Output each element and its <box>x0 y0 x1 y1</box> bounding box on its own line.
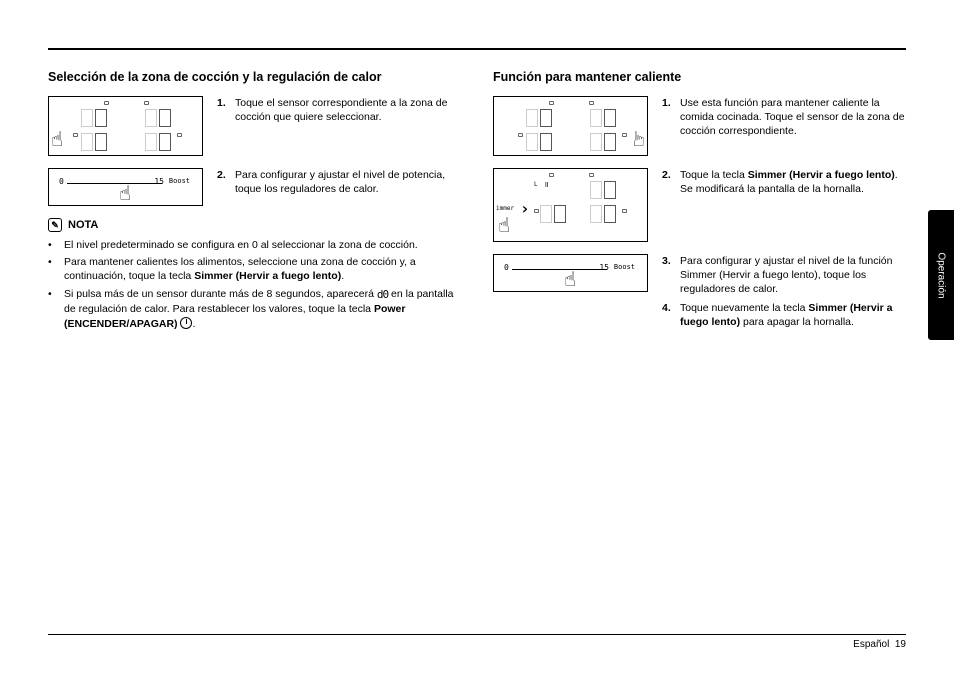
cooktop-zones-diagram: ☝ <box>493 96 648 156</box>
note-item: Para mantener calientes los alimentos, s… <box>48 255 461 283</box>
right-heading: Función para mantener caliente <box>493 70 906 84</box>
step-row: ☝ 1. Use esta función para mantener cali… <box>493 96 906 156</box>
columns: Selección de la zona de cocción y la reg… <box>48 70 906 341</box>
note-item: El nivel predeterminado se configura en … <box>48 238 461 252</box>
section-tab: Operación <box>928 210 954 340</box>
step-text: 1. Use esta función para mantener calien… <box>662 96 906 139</box>
page-footer: Español 19 <box>48 634 906 650</box>
heat-slider-diagram: 0 15 Boost ☝ <box>493 254 648 292</box>
right-column: Función para mantener caliente ☝ <box>493 70 906 341</box>
left-heading: Selección de la zona de cocción y la reg… <box>48 70 461 84</box>
step-text: 1. Toque el sensor correspondiente a la … <box>217 96 461 124</box>
touch-icon: ☝ <box>51 129 73 155</box>
step-text: 2. Para configurar y ajustar el nivel de… <box>217 168 461 196</box>
note-heading: ✎ NOTA <box>48 218 461 232</box>
touch-icon: ☝ <box>623 129 645 155</box>
manual-page: Selección de la zona de cocción y la reg… <box>0 0 954 676</box>
step-row: ☝ 1. Toque el sensor correspondiente a l… <box>48 96 461 156</box>
heat-slider-diagram: 0 15 Boost ☝ <box>48 168 203 206</box>
step-text: 2. Toque la tecla Simmer (Hervir a fuego… <box>662 168 906 196</box>
top-rule <box>48 48 906 50</box>
step-row: 0 15 Boost ☝ 2. Para configurar y ajusta… <box>48 168 461 206</box>
touch-icon: ☝ <box>564 269 586 295</box>
note-icon: ✎ <box>48 218 62 232</box>
step-row: L ॥ immer › ☝ 2. Toque la tecla Si <box>493 168 906 242</box>
notes-list: El nivel predeterminado se configura en … <box>48 238 461 331</box>
touch-icon: ☝ <box>119 183 141 209</box>
cooktop-zones-diagram: ☝ <box>48 96 203 156</box>
step-text-group: 3. Para configurar y ajustar el nivel de… <box>662 254 906 329</box>
touch-icon: ☝ <box>498 215 520 241</box>
step-row: 0 15 Boost ☝ 3. Para configurar y ajusta… <box>493 254 906 329</box>
note-item: Si pulsa más de un sensor durante más de… <box>48 287 461 331</box>
simmer-key-diagram: L ॥ immer › ☝ <box>493 168 648 242</box>
left-column: Selección de la zona de cocción y la reg… <box>48 70 461 341</box>
chevron-right-icon: › <box>520 199 530 218</box>
